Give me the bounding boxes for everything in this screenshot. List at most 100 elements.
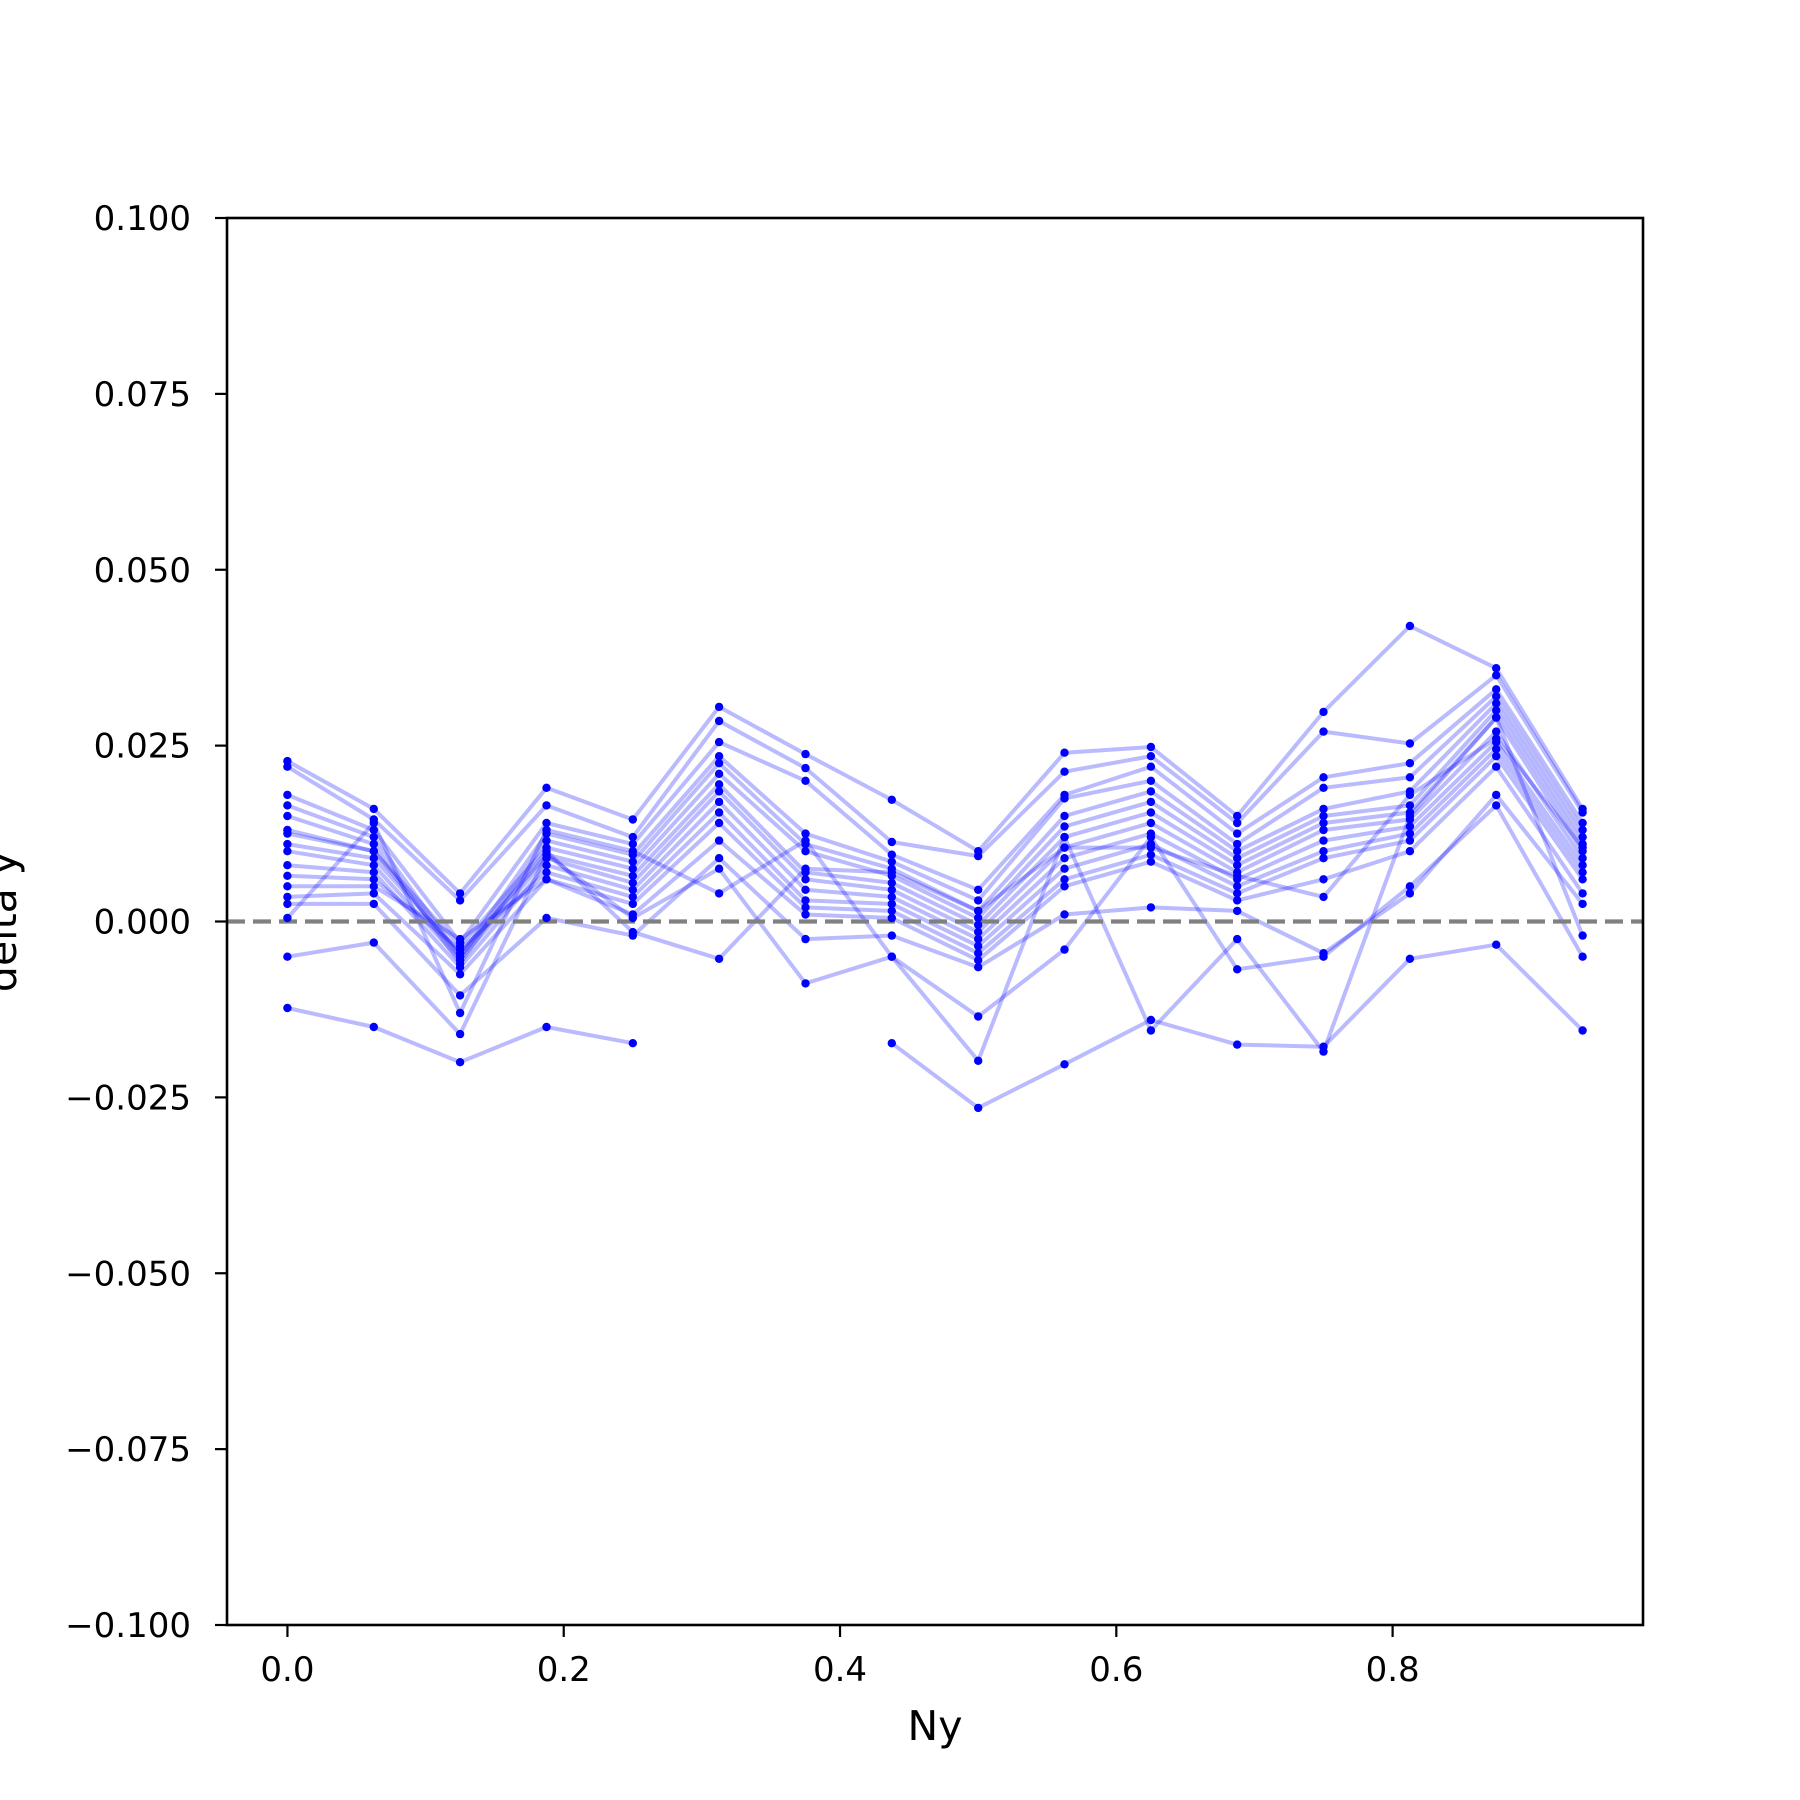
series-4-line [286, 687, 1585, 945]
series-5-point-10 [1060, 794, 1069, 803]
series-15-point-9 [974, 1012, 983, 1021]
x-tick-label: 0.4 [813, 1650, 867, 1690]
series-6-point-15 [1492, 699, 1501, 708]
y-tick-label: 0.100 [94, 199, 191, 239]
series-11-point-12 [1233, 882, 1242, 891]
series-15-point-12 [1233, 965, 1242, 974]
series-1-point-12 [1233, 1040, 1242, 1049]
series-8-point-13 [1319, 818, 1328, 828]
series-3-point-14 [1405, 739, 1415, 748]
series-9-point-1 [283, 847, 292, 856]
series-13-point-12 [1233, 896, 1242, 905]
series-11-point-6 [714, 808, 724, 817]
series-12-point-2 [369, 882, 378, 891]
series-8-point-2 [369, 854, 378, 863]
series-5-point-7 [801, 829, 810, 838]
series-1-point-1 [283, 1003, 292, 1013]
series-7-point-13 [1319, 811, 1328, 821]
series-9-point-13 [1319, 825, 1328, 835]
series-14-point-14 [1405, 889, 1415, 898]
series-2-point-11 [1146, 742, 1156, 752]
series-12-point-14 [1405, 836, 1415, 845]
series-3-point-8 [887, 837, 896, 847]
series-7-point-14 [1405, 801, 1415, 810]
series-3-point-3 [455, 896, 465, 905]
series-16-point-2 [369, 818, 378, 828]
series-2-point-5 [628, 815, 637, 824]
series-1-point-14 [1405, 954, 1415, 963]
series-10-point-4 [542, 861, 551, 870]
series-3-point-4 [542, 801, 551, 810]
series-11-point-16 [1578, 868, 1587, 877]
y-tick-label: −0.050 [65, 1254, 191, 1294]
series-12-point-12 [1233, 889, 1242, 898]
series-14-point-9 [974, 963, 983, 972]
series-15-point-10 [1060, 945, 1069, 954]
series-14-point-7 [801, 934, 810, 944]
series-8-line [287, 715, 1585, 956]
series-16-point-1 [283, 913, 292, 923]
series-11-point-10 [1060, 864, 1069, 873]
series-17-point-8 [887, 868, 896, 877]
series-17-point-2 [369, 847, 378, 856]
series-10-point-7 [801, 885, 810, 894]
series-6-point-12 [1233, 847, 1242, 856]
series-12-point-9 [974, 949, 983, 958]
series-15-point-13 [1319, 952, 1328, 961]
series-5-point-6 [714, 752, 724, 761]
series-lines [285, 624, 1585, 1110]
series-2-point-10 [1060, 748, 1069, 757]
series-14-point-8 [887, 931, 896, 940]
series-15-point-6 [714, 864, 724, 873]
series-2-point-8 [887, 795, 896, 804]
series-14-point-6 [714, 854, 724, 863]
series-7-point-15 [1492, 706, 1501, 715]
series-6-point-16 [1578, 832, 1587, 842]
series-17-point-12 [1233, 871, 1242, 880]
y-tick-label: 0.000 [94, 903, 191, 943]
series-4-point-9 [974, 885, 983, 894]
y-tick-label: −0.100 [65, 1606, 191, 1646]
series-13-point-8 [887, 913, 896, 923]
series-5-line [286, 694, 1585, 959]
series-4-point-15 [1492, 685, 1501, 694]
series-6-point-2 [369, 839, 378, 849]
series-15-point-3 [455, 1029, 465, 1039]
series-14-point-16 [1578, 899, 1587, 909]
series-13-point-14 [1405, 847, 1415, 856]
series-2-point-7 [801, 749, 810, 759]
series-10-point-3 [455, 963, 465, 972]
series-9-point-16 [1578, 854, 1587, 863]
series-17-line [286, 736, 1585, 961]
series-5-point-1 [283, 801, 292, 810]
y-axis-label: delta y [0, 851, 26, 992]
x-tick-label: 0.8 [1366, 1650, 1420, 1690]
y-tick-label: 0.025 [94, 727, 191, 767]
series-3-point-9 [974, 851, 983, 861]
series-4-point-1 [283, 790, 292, 800]
series-5-point-16 [1578, 825, 1587, 835]
series-12-point-15 [1492, 752, 1501, 761]
series-17-point-16 [1578, 843, 1587, 852]
series-10-point-16 [1578, 861, 1587, 870]
series-13-point-13 [1319, 875, 1328, 884]
series-6-point-11 [1146, 787, 1156, 796]
series-16-point-12 [1233, 934, 1242, 944]
series-15-point-15 [1492, 801, 1501, 810]
series-5-point-12 [1233, 839, 1242, 849]
series-14-point-12 [1233, 906, 1242, 916]
series-10-point-9 [974, 934, 983, 944]
series-4-point-2 [369, 825, 378, 835]
series-7-point-11 [1146, 797, 1156, 807]
series-9-point-5 [628, 878, 637, 887]
series-16-point-14 [1405, 811, 1415, 821]
series-17-point-11 [1146, 843, 1156, 852]
series-4-point-11 [1146, 762, 1156, 771]
series-5-point-13 [1319, 783, 1328, 792]
series-10-point-8 [887, 892, 896, 902]
series-10-point-10 [1060, 854, 1069, 863]
series-13-point-7 [801, 910, 810, 919]
series-5-point-8 [887, 857, 896, 866]
series-3-point-16 [1578, 808, 1587, 817]
